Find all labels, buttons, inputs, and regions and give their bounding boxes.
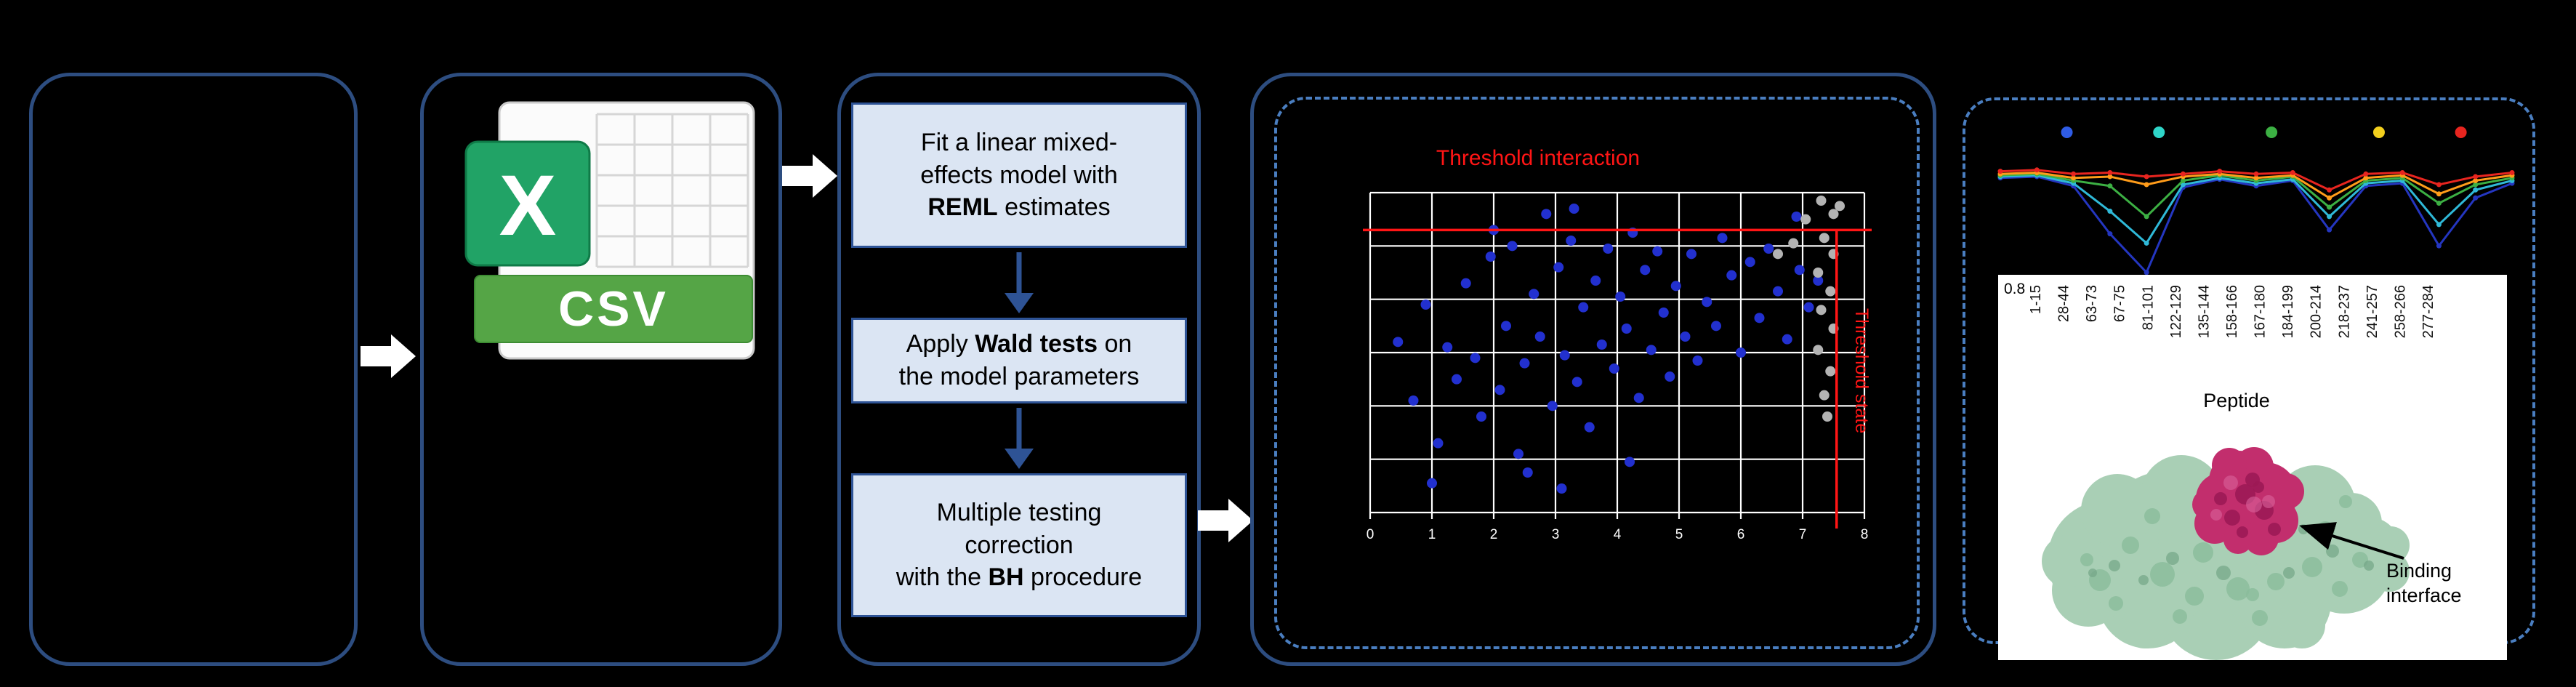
protein-structure	[2042, 447, 2410, 660]
svg-text:5: 5	[1675, 527, 1683, 542]
svg-text:63-73: 63-73	[2084, 285, 2100, 322]
scatter-xticks: 0 1 2 3 4 5 6 7 8	[1367, 513, 1869, 542]
panel-csv: X CSV	[420, 73, 782, 666]
svg-text:67-75: 67-75	[2112, 285, 2128, 322]
results-white-panel: 0.8 1-15 28-44 63-73 67-75 81-101 122-129 135-…	[1998, 275, 2507, 660]
svg-text:135-144: 135-144	[2196, 285, 2212, 338]
svg-text:6: 6	[1737, 527, 1745, 542]
excel-logo-letter: X	[499, 158, 557, 254]
arrow-down-icon-1	[1005, 252, 1034, 313]
volcano-dashed-frame	[1274, 97, 1920, 649]
csv-grid	[595, 113, 749, 268]
scatter-plot: 0 1 2 3 4 5 6 7 8 Threshold interaction Threshol…	[1363, 146, 1872, 542]
line-chart-series	[1997, 167, 2515, 276]
arrow-right-icon-3	[1198, 499, 1253, 542]
svg-text:200-214: 200-214	[2309, 285, 2325, 338]
peptide-figure: 0.8 1-15 28-44 63-73 67-75 81-101 122-129 135-…	[2004, 281, 2462, 660]
svg-text:241-257: 241-257	[2364, 285, 2380, 338]
svg-text:1-15: 1-15	[2028, 285, 2044, 314]
svg-text:2: 2	[1490, 527, 1498, 542]
svg-text:4: 4	[1614, 527, 1622, 542]
svg-text:258-266: 258-266	[2392, 285, 2408, 338]
panel-input	[29, 73, 358, 666]
panel-volcano: 0 1 2 3 4 5 6 7 8 Threshold interaction Threshol…	[1250, 73, 1936, 666]
flow-step-1-text: Fit a linear mixed-effects model with REM…	[920, 128, 1118, 222]
svg-text:28-44: 28-44	[2056, 285, 2072, 322]
binding-interface-arrow	[2299, 522, 2404, 560]
svg-text:277-284: 277-284	[2420, 285, 2436, 338]
arrow-right-icon-1	[361, 334, 416, 378]
line-chart	[1997, 126, 2515, 276]
svg-text:184-199: 184-199	[2280, 285, 2296, 338]
svg-text:3: 3	[1552, 527, 1560, 542]
svg-text:218-237: 218-237	[2336, 285, 2352, 338]
y-tick-label: 0.8	[2004, 281, 2025, 297]
peptide-axis-title: Peptide	[2203, 390, 2270, 411]
flow-step-2-text: Apply Wald tests on the model parameters	[898, 330, 1140, 390]
flow-step-2: Apply Wald tests on the model parameters	[851, 318, 1187, 403]
svg-text:8: 8	[1861, 527, 1869, 542]
peptide-axis-labels: 1-15 28-44 63-73 67-75 81-101 122-129 135-144 1…	[2028, 285, 2436, 338]
svg-text:158-166: 158-166	[2224, 285, 2240, 338]
excel-logo	[464, 140, 591, 267]
line-chart-legend-dots	[2061, 126, 2467, 138]
flow-step-3: Multiple testing correction with the BH pr…	[851, 473, 1187, 617]
csv-banner-label: CSV	[558, 281, 669, 337]
flow-step-3-text: Multiple testing correction with the BH pr…	[895, 498, 1143, 592]
scatter-thresholds	[1363, 228, 1872, 529]
svg-text:167-180: 167-180	[2253, 285, 2269, 338]
binding-interface-label-2: interface	[2386, 584, 2462, 606]
flow-step-1: Fit a linear mixed-effects model with REM…	[851, 103, 1187, 248]
csv-banner	[474, 275, 753, 343]
scatter-grid	[1369, 191, 1866, 514]
svg-text:81-101: 81-101	[2140, 285, 2156, 330]
svg-text:1: 1	[1428, 527, 1436, 542]
arrow-down-icon-2	[1005, 408, 1034, 469]
svg-text:7: 7	[1799, 527, 1807, 542]
panel-results: 0.8 1-15 28-44 63-73 67-75 81-101 122-129 135-…	[1963, 97, 2535, 660]
scatter-points	[1393, 196, 1845, 494]
binding-interface-label-1: Binding	[2386, 560, 2452, 582]
svg-text:0: 0	[1367, 527, 1374, 542]
scatter-title: Threshold interaction	[1436, 146, 1640, 170]
panel-workflow: Fit a linear mixed-effects model with REM…	[837, 73, 1201, 666]
arrow-right-icon-2	[782, 154, 837, 198]
binding-interface-annotation: Binding interface	[2299, 522, 2462, 606]
scatter-right-label: Threshold state	[1851, 308, 1872, 433]
csv-file-icon: X CSV	[464, 101, 755, 360]
svg-text:122-129: 122-129	[2168, 285, 2184, 338]
